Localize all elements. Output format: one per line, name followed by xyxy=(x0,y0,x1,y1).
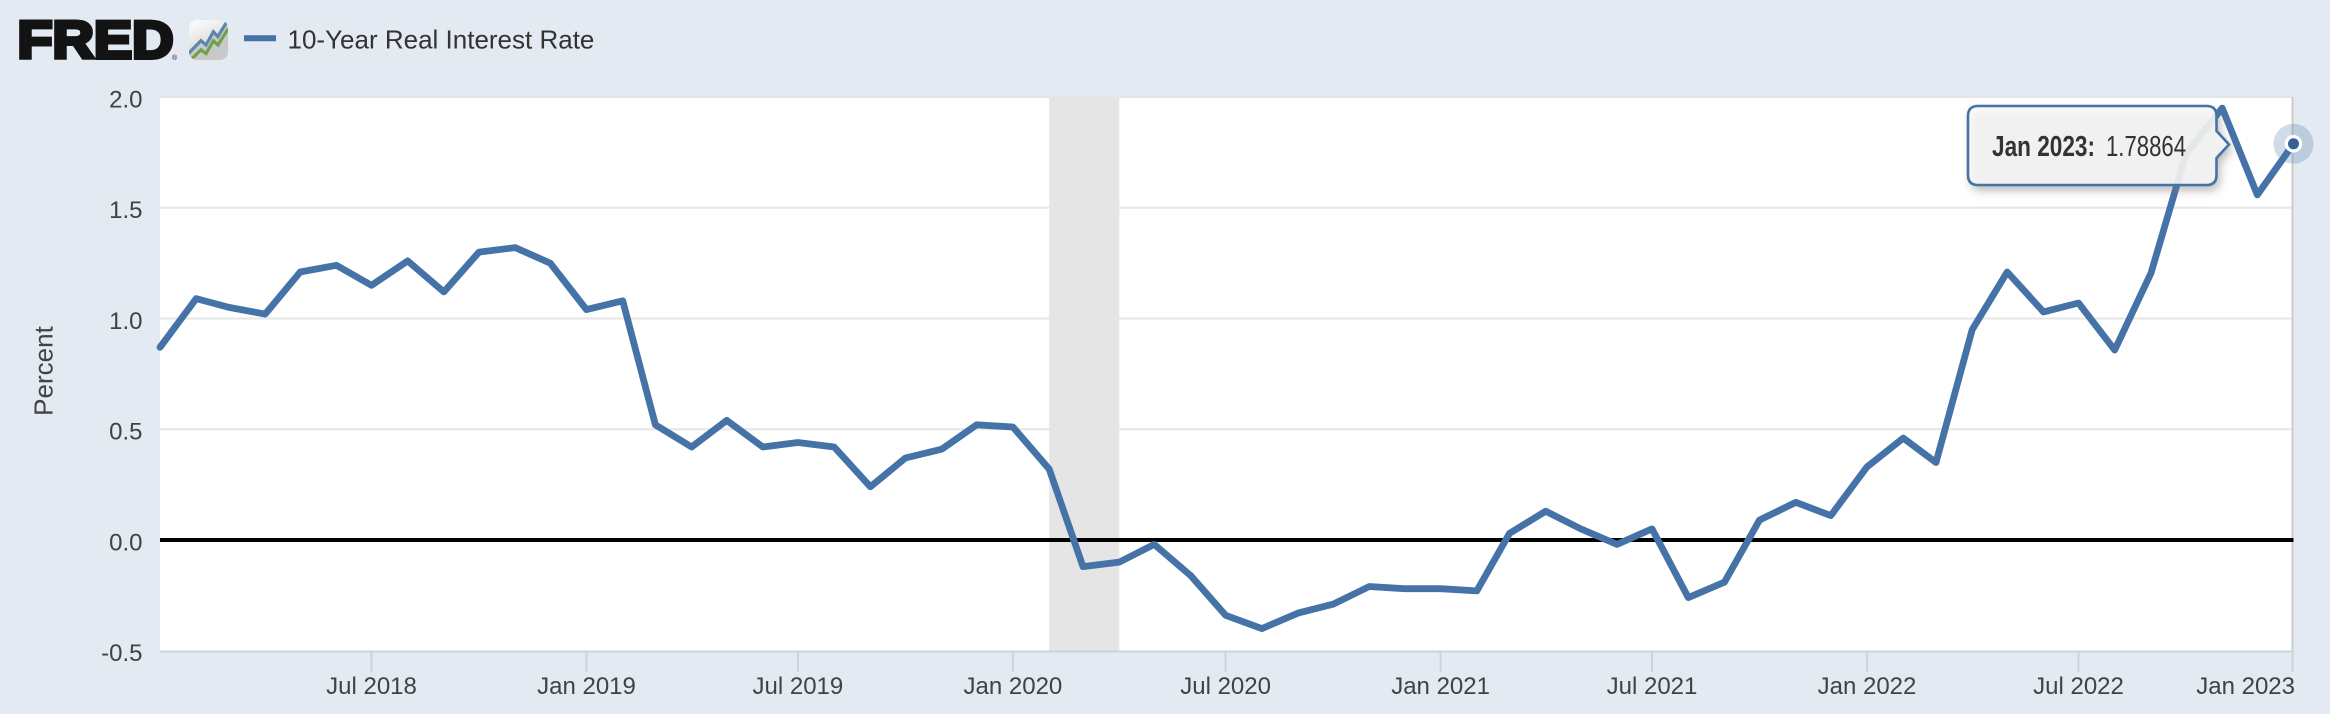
svg-text:FRED: FRED xyxy=(18,11,174,70)
svg-text:10-Year Real Interest Rate: 10-Year Real Interest Rate xyxy=(288,25,595,55)
svg-text:-0.5: -0.5 xyxy=(101,640,142,667)
svg-text:Jan 2020: Jan 2020 xyxy=(964,673,1063,700)
svg-text:Jul 2021: Jul 2021 xyxy=(1607,673,1698,700)
svg-text:1.0: 1.0 xyxy=(109,308,142,335)
svg-text:Jan 2022: Jan 2022 xyxy=(1818,673,1917,700)
svg-text:Jan 2023: Jan 2023 xyxy=(2196,673,2295,700)
svg-text:Percent: Percent xyxy=(29,325,59,415)
svg-text:Jan 2019: Jan 2019 xyxy=(537,673,636,700)
svg-text:0.0: 0.0 xyxy=(109,530,142,557)
svg-text:Jan 2021: Jan 2021 xyxy=(1391,673,1490,700)
svg-text:0.5: 0.5 xyxy=(109,419,142,446)
svg-text:1.78864: 1.78864 xyxy=(2106,131,2186,163)
svg-text:Jul 2018: Jul 2018 xyxy=(326,673,417,700)
svg-text:®: ® xyxy=(172,54,178,62)
svg-text:Jan 2023:: Jan 2023: xyxy=(1992,131,2095,163)
svg-text:Jul 2019: Jul 2019 xyxy=(753,673,844,700)
svg-text:1.5: 1.5 xyxy=(109,197,142,224)
svg-text:Jul 2020: Jul 2020 xyxy=(1180,673,1271,700)
svg-text:Jul 2022: Jul 2022 xyxy=(2033,673,2124,700)
svg-text:2.0: 2.0 xyxy=(109,87,142,114)
